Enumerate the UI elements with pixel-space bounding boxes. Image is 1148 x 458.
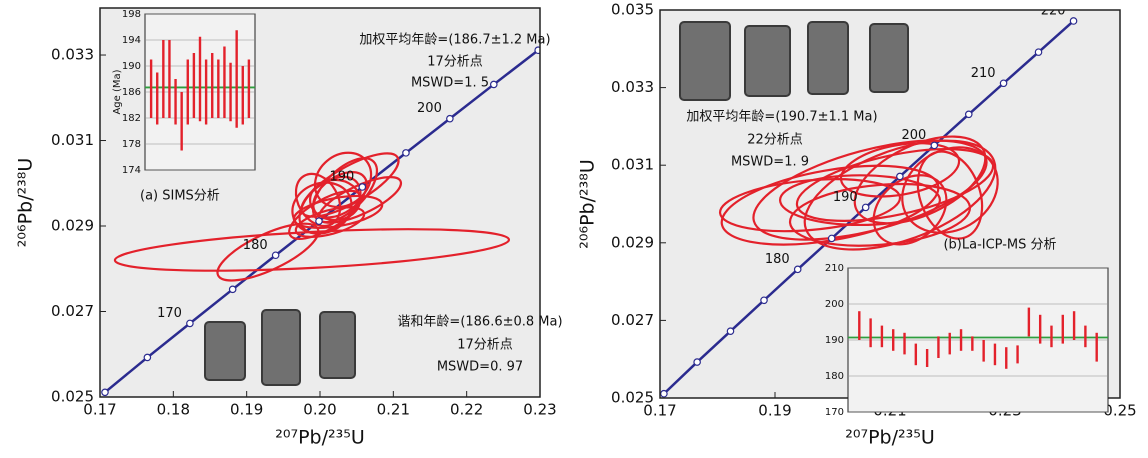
y-tick-label: 0.029 — [611, 233, 654, 251]
inset-y-tick-label: 200 — [825, 299, 844, 310]
crystal-image — [870, 24, 908, 92]
inset-y-tick-label: 194 — [122, 35, 141, 46]
concordia-marker — [727, 328, 733, 334]
concordia-marker — [102, 389, 108, 395]
annotation: 谐和年龄=(186.6±0.8 Ma) — [397, 315, 562, 330]
y-tick-label: 0.025 — [51, 388, 94, 406]
concordia-marker — [897, 173, 903, 179]
concordia-marker — [491, 81, 497, 87]
y-axis-label: ²⁰⁶Pb/²³⁸U — [577, 159, 599, 249]
concordia-marker — [931, 142, 937, 148]
concordia-marker — [795, 266, 801, 272]
concordia-marker — [272, 252, 278, 258]
concordia-marker — [966, 111, 972, 117]
x-tick-label: 0.18 — [157, 401, 190, 419]
crystal-image — [262, 310, 300, 385]
x-tick-label: 0.22 — [450, 401, 483, 419]
concordia-marker — [661, 391, 667, 397]
inset-y-tick-label: 178 — [122, 139, 141, 150]
crystal-image — [680, 22, 730, 100]
annotation: 17分析点 — [427, 55, 483, 70]
concordia-marker — [447, 115, 453, 121]
inset-y-tick-label: 180 — [825, 371, 844, 382]
concordia-marker — [761, 297, 767, 303]
inset-y-tick-label: 190 — [122, 61, 141, 72]
inset-y-tick-label: 198 — [122, 9, 141, 20]
age-label: 180 — [243, 238, 268, 253]
age-label: 200 — [902, 128, 927, 143]
concordia-marker — [144, 354, 150, 360]
x-tick-label: 0.19 — [758, 402, 791, 420]
annotation: MSWD=0. 97 — [437, 360, 523, 375]
age-label: 190 — [833, 190, 858, 205]
annotation: (a) SIMS分析 — [140, 189, 220, 204]
y-axis-label: ²⁰⁶Pb/²³⁸U — [15, 158, 37, 248]
concordia-marker — [403, 150, 409, 156]
annotation: 加权平均年龄=(186.7±1.2 Ma) — [359, 32, 550, 48]
x-tick-label: 0.23 — [523, 401, 556, 419]
concordia-marker — [1000, 80, 1006, 86]
inset-y-tick-label: 186 — [122, 87, 141, 98]
concordia-marker — [828, 235, 834, 241]
y-tick-label: 0.033 — [51, 46, 94, 64]
concordia-marker — [694, 359, 700, 365]
y-tick-label: 0.029 — [51, 217, 94, 235]
inset-y-tick-label: 210 — [825, 263, 844, 274]
figure: 1601701801902000.170.180.190.200.210.220… — [0, 0, 1148, 454]
crystal-image — [808, 22, 848, 94]
inset-y-label: Age (Ma) — [112, 69, 123, 114]
concordia-marker — [316, 218, 322, 224]
age-label: 200 — [417, 101, 442, 116]
crystal-image — [320, 312, 355, 378]
crystal-image — [205, 322, 245, 380]
annotation: 加权平均年龄=(190.7±1.1 Ma) — [686, 109, 877, 125]
inset-y-tick-label: 182 — [122, 113, 141, 124]
y-tick-label: 0.025 — [611, 389, 654, 407]
concordia-marker — [1035, 49, 1041, 55]
inset-y-tick-label: 170 — [825, 407, 844, 418]
annotation: 17分析点 — [457, 338, 513, 353]
x-tick-label: 0.19 — [230, 401, 263, 419]
concordia-marker — [1070, 18, 1076, 24]
annotation: 22分析点 — [747, 133, 803, 148]
concordia-marker — [359, 184, 365, 190]
concordia-marker — [187, 320, 193, 326]
concordia-marker — [862, 204, 868, 210]
age-label: 220 — [1041, 3, 1066, 18]
y-tick-label: 0.027 — [611, 311, 654, 329]
x-axis-label: ²⁰⁷Pb/²³⁵U — [275, 427, 365, 449]
inset-y-tick-label: 174 — [122, 165, 141, 176]
crystal-image — [745, 26, 790, 96]
inset-y-tick-label: 190 — [825, 335, 844, 346]
annotation: MSWD=1. 5 — [411, 76, 489, 91]
y-tick-label: 0.031 — [611, 156, 654, 174]
age-label: 190 — [329, 169, 354, 184]
x-axis-label: ²⁰⁷Pb/²³⁵U — [845, 427, 935, 449]
age-label: 180 — [765, 252, 790, 267]
age-label: 170 — [157, 306, 182, 321]
y-tick-label: 0.035 — [611, 1, 654, 19]
annotation: MSWD=1. 9 — [731, 155, 809, 170]
concordia-marker — [229, 286, 235, 292]
x-tick-label: 0.20 — [303, 401, 336, 419]
age-label: 210 — [971, 66, 996, 81]
y-tick-label: 0.027 — [51, 302, 94, 320]
y-tick-label: 0.033 — [611, 78, 654, 96]
x-tick-label: 0.21 — [377, 401, 410, 419]
y-tick-label: 0.031 — [51, 131, 94, 149]
annotation: (b)La-ICP-MS 分析 — [943, 238, 1056, 253]
